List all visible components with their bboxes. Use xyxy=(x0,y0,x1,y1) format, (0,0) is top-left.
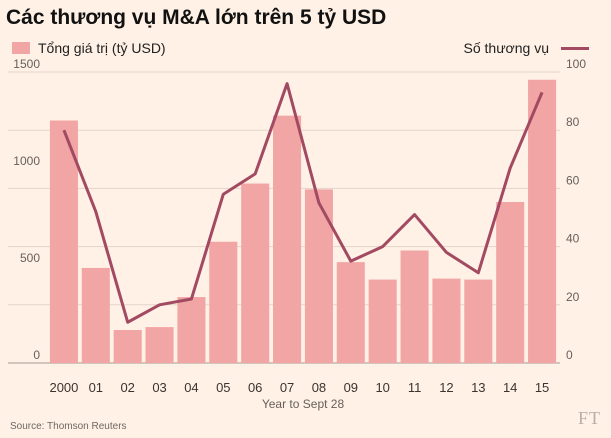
bar xyxy=(368,279,397,363)
bar xyxy=(304,189,333,363)
bar xyxy=(400,250,429,363)
x-tick-label: 14 xyxy=(503,380,517,395)
y-right-tick-label: 100 xyxy=(566,57,586,71)
bar xyxy=(432,278,461,363)
x-tick-label: 03 xyxy=(152,380,166,395)
bar xyxy=(273,115,302,364)
legend-bar-series: Tổng giá trị (tỷ USD) xyxy=(12,40,166,56)
legend-bar-label: Tổng giá trị (tỷ USD) xyxy=(38,40,166,56)
x-tick-label: 2000 xyxy=(49,380,78,395)
x-axis-label: Year to Sept 28 xyxy=(262,397,345,411)
bar xyxy=(177,297,206,363)
y-axis-left: 0 500 1000 1500 xyxy=(13,57,40,362)
source-note: Source: Thomson Reuters xyxy=(10,421,127,432)
x-axis: 2000 01 02 03 04 05 06 07 08 09 10 11 12 13 14 15 xyxy=(49,380,549,395)
bar xyxy=(145,327,174,363)
bar xyxy=(209,241,238,363)
y-left-tick-label: 1500 xyxy=(13,57,40,71)
x-tick-label: 13 xyxy=(471,380,485,395)
x-tick-label: 12 xyxy=(439,380,453,395)
y-right-tick-label: 0 xyxy=(566,348,573,362)
x-tick-label: 01 xyxy=(89,380,103,395)
y-right-tick-label: 20 xyxy=(566,290,580,304)
bar xyxy=(336,262,365,363)
bar xyxy=(496,201,525,363)
bar xyxy=(241,183,270,363)
bar xyxy=(81,267,110,363)
legend-line-swatch xyxy=(561,46,589,50)
legend-line-label: Số thương vụ xyxy=(463,40,550,56)
bar-series xyxy=(49,79,557,364)
bar xyxy=(49,120,78,363)
ft-logo: FT xyxy=(577,408,601,428)
line-series xyxy=(62,82,544,324)
y-left-tick-label: 1000 xyxy=(13,154,40,168)
x-tick-label: 04 xyxy=(184,380,198,395)
x-tick-label: 08 xyxy=(312,380,326,395)
x-tick-label: 02 xyxy=(120,380,134,395)
x-tick-label: 06 xyxy=(248,380,262,395)
y-right-tick-label: 60 xyxy=(566,173,580,187)
y-right-tick-label: 80 xyxy=(566,115,580,129)
x-tick-label: 05 xyxy=(216,380,230,395)
bar xyxy=(464,279,493,363)
bar xyxy=(113,330,142,363)
y-axis-right: 0 20 40 60 80 100 xyxy=(566,57,586,362)
y-right-tick-label: 40 xyxy=(566,232,580,246)
x-tick-label: 09 xyxy=(344,380,358,395)
x-tick-label: 10 xyxy=(375,380,389,395)
x-tick-label: 07 xyxy=(280,380,294,395)
x-tick-label: 15 xyxy=(535,380,549,395)
legend-line-series: Số thương vụ xyxy=(463,40,589,56)
series-line xyxy=(62,82,544,324)
chart-title: Các thương vụ M&A lớn trên 5 tỷ USD xyxy=(6,6,387,29)
y-left-tick-label: 500 xyxy=(20,251,40,265)
y-left-tick-label: 0 xyxy=(33,348,40,362)
x-tick-label: 11 xyxy=(408,380,422,395)
bar xyxy=(528,79,557,363)
legend-bar-swatch xyxy=(12,42,30,54)
